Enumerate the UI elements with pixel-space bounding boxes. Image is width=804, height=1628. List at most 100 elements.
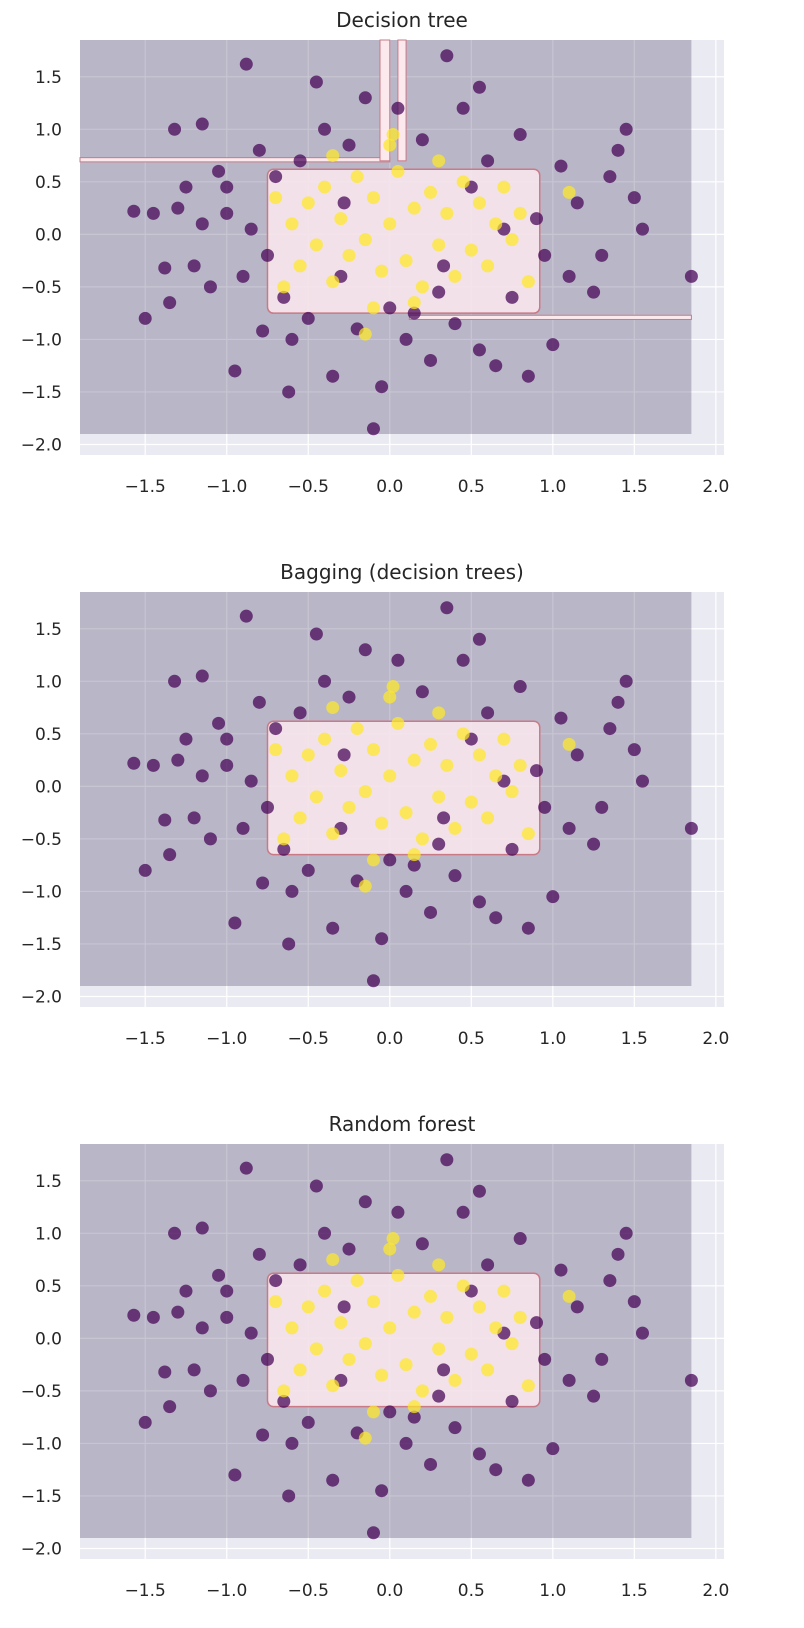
point-class-1	[521, 1379, 535, 1393]
point-class-0	[146, 1310, 160, 1324]
point-class-1	[440, 758, 454, 772]
point-class-1	[326, 827, 340, 841]
point-class-1	[375, 816, 389, 830]
point-class-0	[521, 921, 535, 935]
point-class-0	[635, 222, 649, 236]
point-class-1	[456, 1279, 470, 1293]
point-class-1	[432, 154, 446, 168]
point-class-0	[342, 1242, 356, 1256]
point-class-0	[407, 306, 421, 320]
point-class-0	[554, 159, 568, 173]
y-tick-label: −0.5	[21, 278, 62, 298]
point-class-0	[407, 1410, 421, 1424]
point-class-1	[505, 1337, 519, 1351]
point-class-0	[220, 1284, 234, 1298]
point-class-1	[350, 722, 364, 736]
point-class-0	[587, 837, 601, 851]
y-tick-label: 0.0	[35, 225, 62, 245]
x-tick-label: 0.0	[376, 477, 403, 497]
point-class-0	[163, 1400, 177, 1414]
x-tick-label: 2.0	[702, 1029, 729, 1049]
point-class-1	[464, 795, 478, 809]
y-tick-label: −1.5	[21, 383, 62, 403]
point-class-1	[285, 217, 299, 231]
point-class-1	[440, 1310, 454, 1324]
point-class-0	[437, 1363, 451, 1377]
point-class-0	[538, 1352, 552, 1366]
point-class-0	[285, 884, 299, 898]
point-class-0	[358, 91, 372, 105]
point-class-1	[415, 1384, 429, 1398]
point-class-0	[619, 674, 633, 688]
point-class-1	[350, 1274, 364, 1288]
point-class-0	[562, 1373, 576, 1387]
point-class-0	[472, 80, 486, 94]
y-tick-label: −0.5	[21, 830, 62, 850]
point-class-0	[337, 196, 351, 210]
x-tick-label: −1.0	[206, 1581, 247, 1601]
x-tick-label: 0.5	[458, 477, 485, 497]
point-class-0	[407, 858, 421, 872]
point-class-1	[481, 1363, 495, 1377]
y-tick-label: 0.0	[35, 1329, 62, 1349]
point-class-0	[309, 627, 323, 641]
point-class-0	[595, 248, 609, 262]
x-tick-label: −0.5	[288, 1581, 329, 1601]
point-class-0	[587, 285, 601, 299]
point-class-1	[366, 191, 380, 205]
point-class-1	[318, 180, 332, 194]
point-class-1	[489, 1321, 503, 1335]
panel-2: −1.5 −1.0 −0.5 0.0 0.5 1.0 1.5 2.0 1.5 1.0 0.5 0.0 −…	[21, 560, 730, 1049]
point-class-0	[391, 101, 405, 115]
point-class-1	[472, 1300, 486, 1314]
point-class-1	[472, 196, 486, 210]
point-class-1	[318, 732, 332, 746]
panel-3: −1.5 −1.0 −0.5 0.0 0.5 1.0 1.5 2.0 1.5 1.0 0.5 0.0 −…	[21, 1112, 730, 1601]
point-class-0	[187, 811, 201, 825]
y-tick-label: 1.0	[35, 1224, 62, 1244]
point-class-1	[415, 280, 429, 294]
point-class-1	[391, 164, 405, 178]
point-class-0	[570, 196, 584, 210]
point-class-1	[326, 275, 340, 289]
point-class-0	[358, 1195, 372, 1209]
point-class-1	[391, 716, 405, 730]
point-class-0	[432, 1389, 446, 1403]
point-class-0	[282, 937, 296, 951]
point-class-1	[366, 853, 380, 867]
point-class-1	[375, 1368, 389, 1382]
point-class-0	[375, 380, 389, 394]
point-class-1	[277, 832, 291, 846]
point-class-0	[635, 774, 649, 788]
point-class-0	[269, 722, 283, 736]
point-class-0	[244, 1326, 258, 1340]
point-class-0	[277, 290, 291, 304]
x-tick-label: 1.0	[539, 1029, 566, 1049]
point-class-0	[513, 680, 527, 694]
point-class-0	[399, 884, 413, 898]
point-class-0	[179, 1284, 193, 1298]
point-class-0	[195, 769, 209, 783]
point-class-0	[489, 359, 503, 373]
point-class-1	[383, 1321, 397, 1335]
point-class-1	[301, 196, 315, 210]
point-class-0	[318, 122, 332, 136]
point-class-0	[277, 842, 291, 856]
point-class-0	[252, 1247, 266, 1261]
point-class-0	[187, 259, 201, 273]
point-class-1	[399, 806, 413, 820]
point-class-1	[415, 832, 429, 846]
point-class-0	[195, 217, 209, 231]
point-class-0	[127, 204, 141, 218]
point-class-0	[220, 206, 234, 220]
point-class-0	[399, 332, 413, 346]
point-class-1	[407, 1400, 421, 1414]
point-class-0	[562, 821, 576, 835]
point-class-0	[391, 1205, 405, 1219]
point-class-0	[195, 117, 209, 131]
point-class-1	[358, 327, 372, 341]
point-class-0	[513, 1232, 527, 1246]
y-tick-label: −1.5	[21, 1487, 62, 1507]
point-class-0	[440, 601, 454, 615]
